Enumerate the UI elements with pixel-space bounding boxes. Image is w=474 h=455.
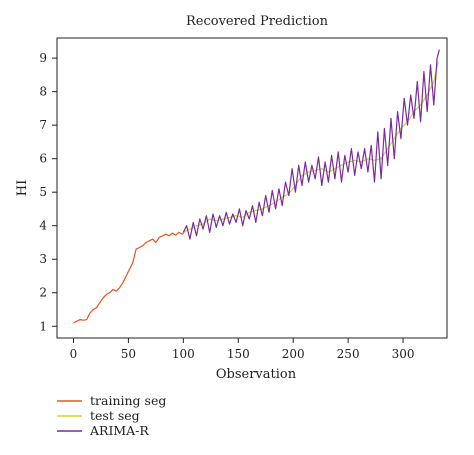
series-line-test-seg	[183, 61, 439, 233]
legend-label-arima-r: ARIMA-R	[89, 423, 149, 438]
y-tick-label: 6	[39, 152, 47, 166]
y-axis: 1 2 3 4 5 6 7 8 9	[39, 51, 57, 333]
chart-title: Recovered Prediction	[186, 14, 329, 29]
x-tick-label: 100	[172, 347, 195, 361]
series-line-arima-r	[182, 49, 440, 240]
x-tick-label: 150	[227, 347, 250, 361]
y-tick-label: 7	[39, 118, 47, 132]
y-tick-label: 3	[39, 252, 47, 266]
y-tick-label: 8	[39, 85, 47, 99]
x-tick-label: 0	[70, 347, 78, 361]
series-line-training-seg	[73, 230, 186, 324]
y-tick-label: 4	[39, 219, 47, 233]
x-tick-label: 300	[392, 347, 415, 361]
plot-frame	[56, 37, 448, 339]
x-axis-label: Observation	[216, 367, 297, 382]
y-tick-label: 5	[39, 185, 47, 199]
legend-label-test-seg: test seg	[90, 408, 140, 423]
y-tick-label: 9	[39, 51, 47, 65]
series-layer	[73, 49, 440, 324]
y-axis-label: HI	[15, 180, 30, 196]
x-tick-label: 50	[121, 347, 136, 361]
y-tick-label: 2	[39, 286, 47, 300]
y-tick-label: 1	[39, 319, 47, 333]
x-axis: 0 50 100 150 200 250 300	[70, 338, 415, 361]
legend-label-training-seg: training seg	[90, 393, 166, 408]
x-tick-label: 200	[282, 347, 305, 361]
x-tick-label: 250	[337, 347, 360, 361]
